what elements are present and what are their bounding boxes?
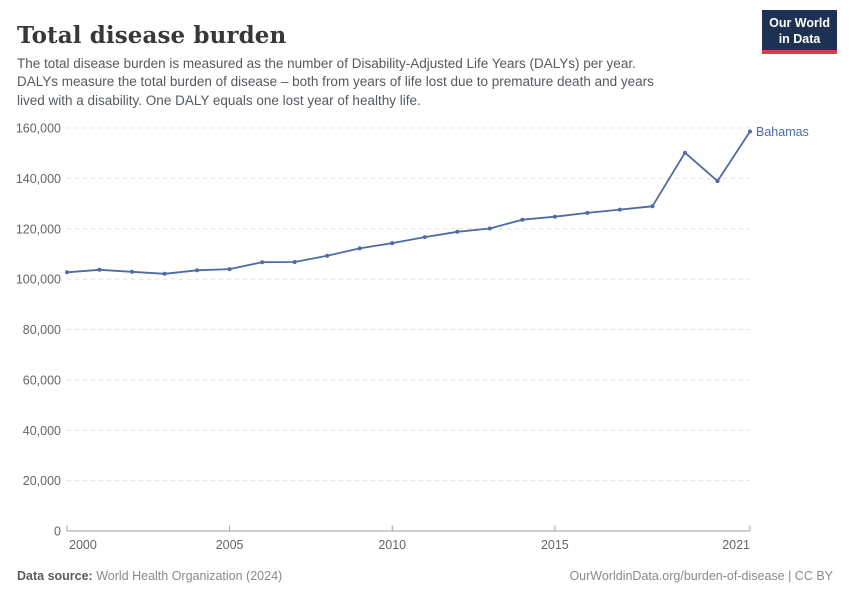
x-tick-label-2021: 2021 <box>722 538 750 550</box>
y-tick-label-80000: 80,000 <box>23 323 61 337</box>
owid-logo[interactable]: Our World in Data <box>762 10 837 54</box>
data-source-label: Data source: <box>17 569 93 583</box>
data-point-2009[interactable] <box>357 246 362 251</box>
y-tick-label-160000: 160,000 <box>16 122 61 136</box>
data-point-2003[interactable] <box>162 271 167 276</box>
data-point-2010[interactable] <box>390 241 395 246</box>
y-tick-label-140000: 140,000 <box>16 172 61 186</box>
owid-logo-line-2: in Data <box>778 32 821 46</box>
data-point-2011[interactable] <box>422 235 427 240</box>
entity-label-bahamas[interactable]: Bahamas <box>756 125 809 139</box>
data-point-2004[interactable] <box>195 268 200 273</box>
x-tick-label-2005: 2005 <box>216 538 244 550</box>
y-tick-label-120000: 120,000 <box>16 222 61 236</box>
y-tick-label-60000: 60,000 <box>23 373 61 387</box>
data-point-2002[interactable] <box>130 269 134 274</box>
y-tick-label-0: 0 <box>54 525 61 539</box>
data-point-2015[interactable] <box>552 214 557 219</box>
data-point-2007[interactable] <box>292 260 297 264</box>
data-source-value: World Health Organization (2024) <box>92 569 283 583</box>
x-tick-label-2015: 2015 <box>541 538 569 550</box>
data-point-2013[interactable] <box>487 226 492 231</box>
y-tick-label-20000: 20,000 <box>23 474 61 488</box>
data-point-2005[interactable] <box>227 267 232 272</box>
x-tick-label-2010: 2010 <box>378 538 406 550</box>
series-line-bahamas[interactable] <box>66 130 751 275</box>
data-point-2008[interactable] <box>325 253 330 258</box>
chart-subtitle: The total disease burden is measured as … <box>17 55 654 110</box>
subtitle-line-2: DALYs measure the total burden of diseas… <box>17 74 654 90</box>
data-point-2019[interactable] <box>683 150 687 155</box>
owid-logo-line-1: Our World <box>769 16 830 30</box>
page-title: Total disease burden <box>17 22 287 50</box>
footer-license-link[interactable]: OurWorldinData.org/burden-of-disease | C… <box>569 569 833 583</box>
data-point-2021[interactable] <box>748 129 752 134</box>
data-source: Data source: World Health Organization (… <box>17 569 282 583</box>
data-point-2018[interactable] <box>650 204 655 209</box>
data-point-2000[interactable] <box>65 270 69 275</box>
y-tick-label-100000: 100,000 <box>16 273 61 287</box>
chart-footer: Data source: World Health Organization (… <box>17 569 833 583</box>
data-point-2014[interactable] <box>520 217 525 222</box>
data-point-2006[interactable] <box>260 260 265 265</box>
x-tick-label-2000: 2000 <box>69 538 97 550</box>
data-point-2017[interactable] <box>617 207 622 212</box>
data-point-2012[interactable] <box>455 229 460 234</box>
line-chart-plot-area[interactable]: 0 20,000 40,000 60,000 80,000 100,000 120,000 1… <box>0 105 850 551</box>
subtitle-line-1: The total disease burden is measured as … <box>17 56 636 71</box>
data-point-2020[interactable] <box>715 179 720 184</box>
subtitle-line-3: lived with a disability. One DALY equals… <box>17 92 421 108</box>
data-point-2016[interactable] <box>585 210 590 215</box>
y-tick-label-40000: 40,000 <box>23 424 61 438</box>
data-point-2001[interactable] <box>97 267 102 272</box>
